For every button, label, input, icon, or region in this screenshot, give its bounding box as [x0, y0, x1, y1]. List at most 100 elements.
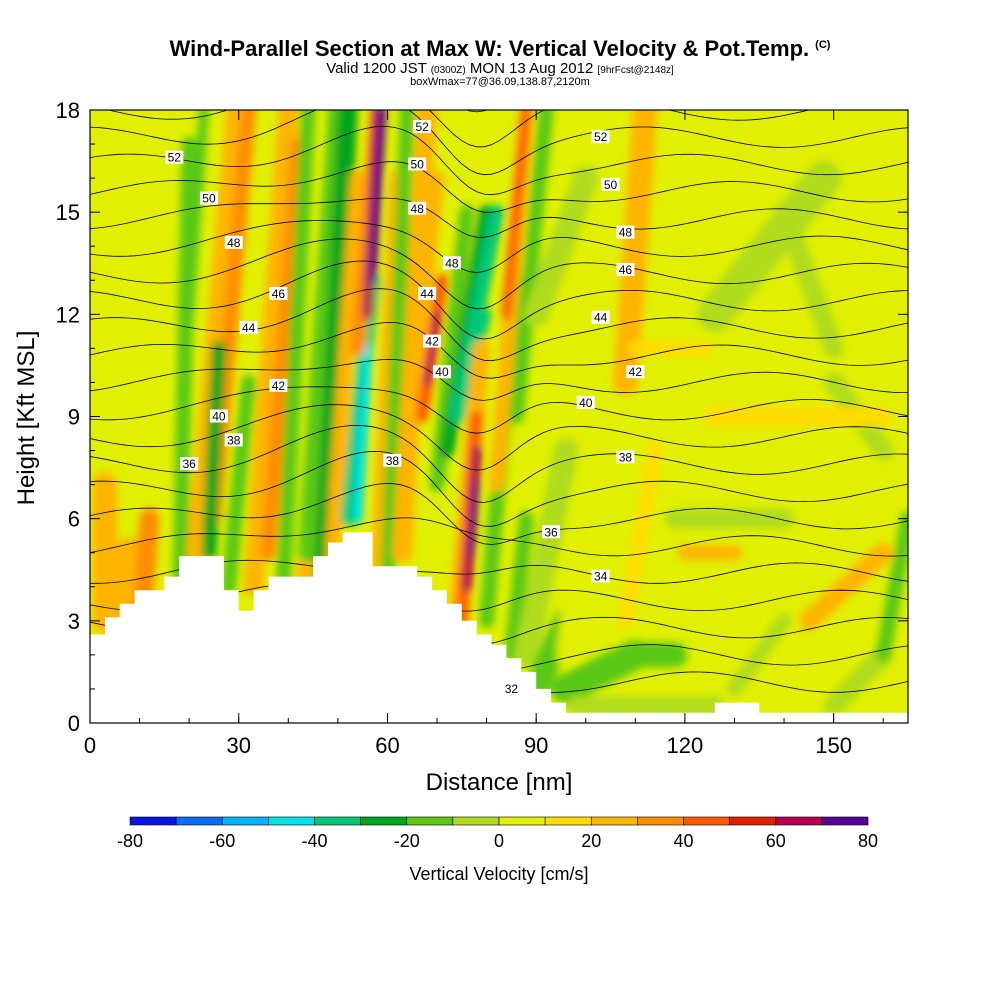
contour-label: 48	[408, 201, 427, 216]
field-streak-56	[823, 644, 894, 716]
plot-area: 5250484644424038365250484844424038525048…	[90, 110, 908, 723]
colorbar-tick-label: 40	[673, 831, 693, 851]
chart-title: Wind-Parallel Section at Max W: Vertical…	[169, 36, 831, 61]
svg-text:36: 36	[544, 525, 558, 539]
colorbar-swatch	[544, 816, 592, 826]
colorbar: -80 -60 -40 -20 0 20 40 60 80	[117, 816, 878, 851]
field-streak-10	[243, 110, 299, 597]
field-streak-43	[551, 640, 651, 704]
svg-text:50: 50	[202, 192, 216, 206]
contour-label: 44	[591, 310, 610, 325]
isentrope-43	[90, 358, 908, 401]
field-streak-48	[617, 443, 663, 629]
isentrope-46	[90, 260, 908, 340]
contour-label: 32	[502, 681, 521, 696]
field-streak-50	[774, 202, 844, 359]
colorbar-swatch	[729, 816, 777, 826]
field-streak-39	[508, 110, 554, 424]
svg-text:48: 48	[445, 256, 459, 270]
contour-label: 50	[601, 177, 620, 192]
title-unit: (C)	[815, 38, 831, 51]
isentrope-47	[90, 238, 908, 310]
contour-label: 52	[413, 120, 432, 134]
contour-labels: 5250484644424038365250484844424038525048…	[165, 120, 645, 696]
y-tick-label: 15	[56, 200, 80, 225]
colorbar-swatch	[821, 816, 869, 826]
svg-text:48: 48	[227, 236, 241, 250]
field-streak-40	[503, 511, 534, 663]
contour-label: 42	[423, 334, 442, 349]
y-tick-label: 0	[68, 711, 80, 736]
isentrope-37	[90, 517, 908, 557]
x-tick-label: 60	[375, 733, 399, 758]
colorbar-swatch	[498, 816, 546, 826]
chart-subtitle: Valid 1200 JST (0300Z) MON 13 Aug 2012 […	[326, 60, 674, 77]
contour-label: 34	[591, 569, 610, 584]
x-tick-label: 120	[667, 733, 704, 758]
colorbar-tick-label: -20	[394, 831, 420, 851]
svg-text:36: 36	[182, 457, 196, 471]
terrain	[90, 532, 908, 723]
x-tick-label: 150	[815, 733, 852, 758]
contour-label: 44	[239, 320, 258, 335]
isentrope-41	[90, 404, 908, 471]
colorbar-swatch	[775, 816, 823, 826]
field-streak-38	[501, 110, 532, 320]
field-streak-8	[201, 340, 227, 561]
contour-label: 52	[165, 150, 184, 165]
isentrope-39	[90, 450, 908, 527]
contour-label: 48	[442, 256, 461, 270]
field-streak-47	[613, 110, 658, 395]
colorbar-tick-label: -60	[209, 831, 235, 851]
field-streak-12	[275, 110, 316, 595]
colorbar-tick-label: 60	[766, 831, 786, 851]
svg-text:40: 40	[435, 365, 449, 379]
field-streak-41	[513, 438, 579, 668]
colorbar-swatch	[590, 816, 638, 826]
contour-label: 42	[269, 378, 288, 393]
svg-text:50: 50	[411, 157, 425, 171]
colorbar-swatch	[360, 816, 408, 826]
colorbar-swatch	[406, 816, 454, 826]
isentrope-50	[90, 161, 908, 213]
svg-text:44: 44	[242, 321, 256, 335]
field-streak-54	[798, 542, 894, 631]
contour-label: 50	[199, 191, 218, 206]
isentrope-52	[90, 110, 908, 176]
field-streak-15	[313, 110, 358, 597]
field-streak-18	[352, 343, 373, 524]
colorbar-tick-label: -40	[301, 831, 327, 851]
isentrope-36	[90, 559, 908, 584]
field-streak-14	[298, 110, 348, 563]
contour-label: 40	[432, 365, 451, 379]
boxwmax-info: boxWmax=77@36.09,138.87,2120m	[410, 76, 590, 88]
colorbar-swatch	[452, 816, 500, 826]
contour-label: 52	[591, 130, 610, 144]
y-tick-label: 6	[68, 507, 80, 532]
isentrope-51	[90, 125, 908, 196]
svg-text:48: 48	[411, 202, 425, 216]
contour-label: 38	[383, 453, 402, 468]
field-streak-21	[368, 110, 387, 284]
svg-text:44: 44	[594, 311, 608, 325]
svg-text:40: 40	[579, 396, 593, 410]
x-tick-label: 90	[524, 733, 548, 758]
contour-label: 46	[269, 286, 288, 301]
x-tick-label: 30	[226, 733, 250, 758]
svg-text:50: 50	[604, 178, 618, 192]
contour-label: 48	[616, 225, 635, 240]
field-streak-46	[556, 304, 616, 665]
colorbar-swatch	[268, 816, 315, 826]
colorbar-tick-label: 80	[858, 831, 878, 851]
contour-label: 36	[542, 525, 561, 539]
field-streak-16	[325, 170, 366, 561]
isentrope-48	[90, 220, 908, 273]
isentrope-44	[90, 321, 908, 379]
field-streak-23	[380, 110, 415, 595]
valid-zulu: (0300Z)	[430, 65, 466, 76]
contour-label: 40	[209, 409, 228, 424]
contour-label: 44	[418, 286, 437, 301]
x-axis-label: Distance [nm]	[426, 769, 573, 796]
